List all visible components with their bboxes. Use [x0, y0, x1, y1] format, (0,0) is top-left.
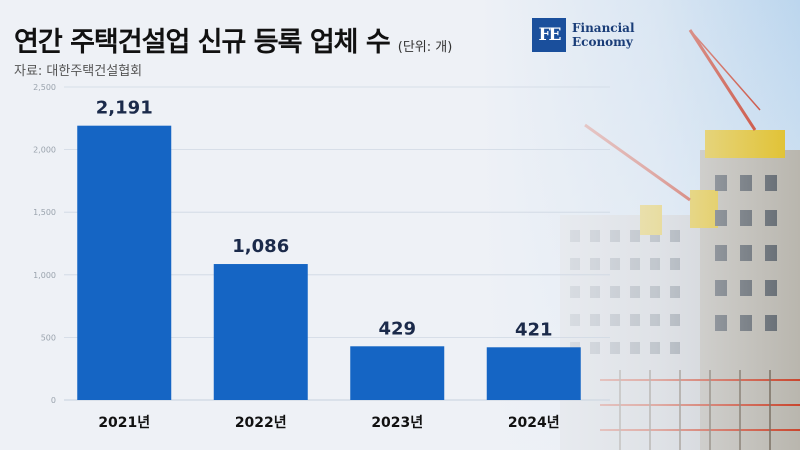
publisher-logo: FE Financial Economy [532, 18, 635, 52]
y-tick-label: 2,000 [33, 146, 56, 155]
logo-text: Financial Economy [572, 21, 635, 49]
chart-title: 연간 주택건설업 신규 등록 업체 수 [14, 27, 391, 58]
source-label: 자료: 대한주택건설협회 [14, 64, 143, 79]
x-tick-label: 2024년 [508, 415, 560, 431]
bar [77, 125, 172, 400]
y-tick-label: 0 [51, 396, 56, 405]
y-tick-label: 500 [41, 333, 56, 342]
bar [486, 347, 581, 400]
bar-value-label: 421 [515, 319, 553, 340]
bar-value-label: 1,086 [232, 236, 289, 257]
logo-mark: FE [532, 18, 566, 52]
unit-label: (단위: 개) [397, 40, 453, 55]
logo-line-2: Economy [572, 35, 633, 49]
y-tick-label: 2,500 [33, 83, 56, 92]
x-tick-label: 2021년 [98, 415, 150, 431]
bar-value-label: 429 [378, 318, 416, 339]
bar-value-label: 2,191 [96, 98, 153, 119]
y-tick-label: 1,000 [33, 271, 56, 280]
bar [350, 346, 445, 400]
x-tick-label: 2023년 [371, 415, 423, 431]
logo-line-1: Financial [572, 21, 635, 35]
bar [213, 264, 308, 400]
y-tick-label: 1,500 [33, 208, 56, 217]
x-tick-label: 2022년 [235, 415, 287, 431]
chart-header: 연간 주택건설업 신규 등록 업체 수 (단위: 개) [14, 20, 452, 59]
